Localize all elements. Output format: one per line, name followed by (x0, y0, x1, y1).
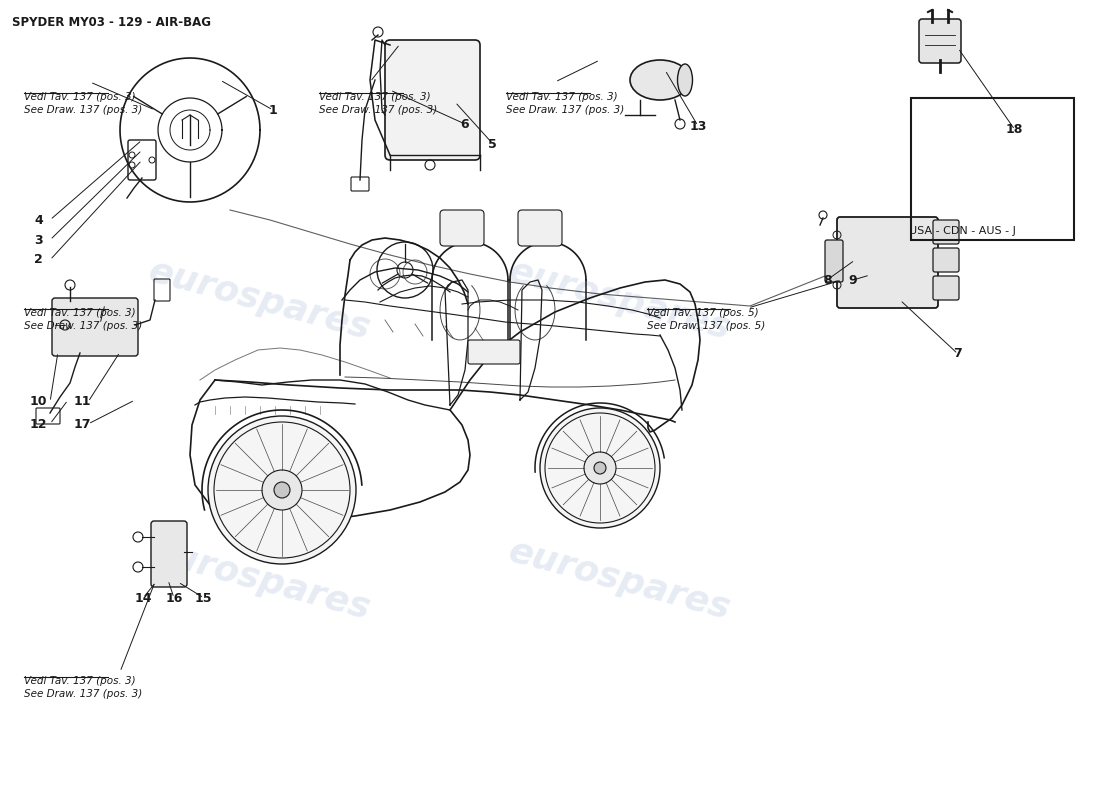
Text: See Draw. 137 (pos. 5): See Draw. 137 (pos. 5) (647, 321, 766, 331)
Text: Vedi Tav. 137 (pos. 3): Vedi Tav. 137 (pos. 3) (319, 92, 430, 102)
Text: Vedi Tav. 137 (pos. 5): Vedi Tav. 137 (pos. 5) (647, 308, 758, 318)
Text: 3: 3 (34, 234, 43, 246)
Text: SPYDER MY03 - 129 - AIR-BAG: SPYDER MY03 - 129 - AIR-BAG (12, 16, 211, 29)
Text: 2: 2 (34, 253, 43, 266)
FancyBboxPatch shape (52, 298, 138, 356)
Ellipse shape (630, 60, 690, 100)
Circle shape (540, 408, 660, 528)
Circle shape (262, 470, 303, 510)
Text: See Draw. 137 (pos. 3): See Draw. 137 (pos. 3) (24, 689, 142, 699)
Text: 8: 8 (823, 274, 832, 286)
Text: 9: 9 (848, 274, 857, 286)
FancyBboxPatch shape (440, 210, 484, 246)
Text: eurospares: eurospares (505, 534, 735, 626)
Text: Vedi Tav. 137 (pos. 3): Vedi Tav. 137 (pos. 3) (24, 92, 135, 102)
FancyBboxPatch shape (933, 248, 959, 272)
Text: 17: 17 (74, 418, 91, 430)
FancyBboxPatch shape (468, 340, 520, 364)
FancyBboxPatch shape (825, 240, 843, 282)
FancyBboxPatch shape (918, 19, 961, 63)
FancyBboxPatch shape (933, 276, 959, 300)
Text: USA - CDN - AUS - J: USA - CDN - AUS - J (909, 226, 1016, 235)
Text: 18: 18 (1005, 123, 1023, 136)
Circle shape (594, 462, 606, 474)
Circle shape (584, 452, 616, 484)
Text: 1: 1 (268, 104, 277, 117)
Text: eurospares: eurospares (145, 534, 375, 626)
Circle shape (208, 416, 356, 564)
Text: See Draw. 137 (pos. 3): See Draw. 137 (pos. 3) (24, 321, 142, 331)
FancyBboxPatch shape (933, 220, 959, 244)
FancyBboxPatch shape (518, 210, 562, 246)
Text: 10: 10 (30, 395, 47, 408)
Ellipse shape (678, 64, 693, 96)
Text: Vedi Tav. 137 (pos. 3): Vedi Tav. 137 (pos. 3) (506, 92, 617, 102)
FancyBboxPatch shape (385, 40, 480, 160)
Text: eurospares: eurospares (145, 254, 375, 346)
Text: 14: 14 (134, 592, 152, 605)
Text: 4: 4 (34, 214, 43, 227)
Circle shape (274, 482, 290, 498)
Text: 16: 16 (165, 592, 183, 605)
Text: 5: 5 (488, 138, 497, 150)
Text: 12: 12 (30, 418, 47, 430)
Text: 15: 15 (195, 592, 212, 605)
FancyBboxPatch shape (837, 217, 938, 308)
Text: 13: 13 (690, 120, 707, 133)
Text: See Draw. 137 (pos. 3): See Draw. 137 (pos. 3) (24, 105, 142, 115)
Text: eurospares: eurospares (505, 254, 735, 346)
Text: See Draw. 137 (pos. 3): See Draw. 137 (pos. 3) (319, 105, 438, 115)
Text: See Draw. 137 (pos. 3): See Draw. 137 (pos. 3) (506, 105, 625, 115)
FancyBboxPatch shape (151, 521, 187, 587)
Text: Vedi Tav. 137 (pos. 3): Vedi Tav. 137 (pos. 3) (24, 308, 135, 318)
Text: 7: 7 (953, 347, 961, 360)
Text: 6: 6 (460, 118, 469, 130)
Text: 11: 11 (74, 395, 91, 408)
Text: Vedi Tav. 137 (pos. 3): Vedi Tav. 137 (pos. 3) (24, 676, 135, 686)
